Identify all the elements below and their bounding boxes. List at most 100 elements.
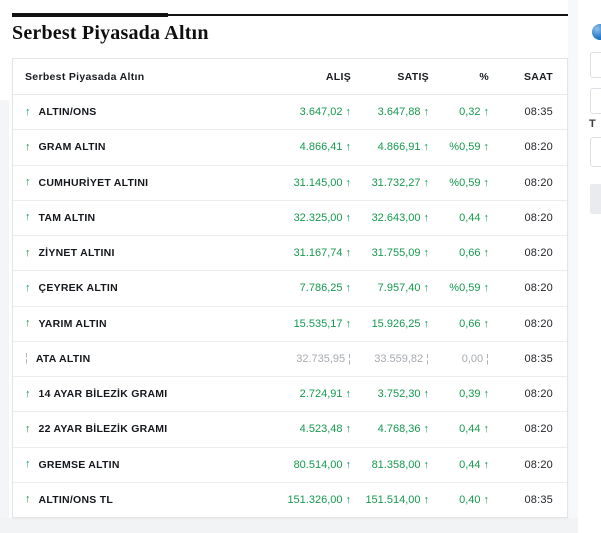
column-header-pct: % — [479, 70, 489, 83]
up-arrow-icon: ↑ — [345, 423, 352, 436]
up-arrow-icon: ↑ — [25, 387, 31, 400]
up-arrow-icon: ↑ — [483, 317, 490, 330]
sell-price-cell: 3.752,30 ↑ — [377, 388, 430, 401]
up-arrow-icon: ↑ — [345, 141, 352, 154]
instrument-name: ALTIN/ONS TL — [38, 493, 114, 506]
time-cell: 08:20 — [524, 388, 553, 401]
table-header-row: Serbest Piyasada Altın ALIŞ SATIŞ % SAAT — [13, 59, 567, 95]
up-arrow-icon: ↑ — [25, 281, 31, 294]
percent-change-cell: 0,39 ↑ — [459, 388, 490, 401]
instrument-name: ÇEYREK ALTIN — [38, 282, 118, 295]
instrument-name-cell: ↑ ZİYNET ALTINI — [25, 247, 251, 259]
percent-change-cell: 0,00 ¦ — [461, 352, 489, 365]
page-bottom-gutter — [0, 518, 578, 533]
table-row[interactable]: ↑ GRAM ALTIN 4.866,41 ↑ 4.866,91 ↑ %0,59 ↑ 08:20 — [13, 130, 567, 166]
time-cell: 08:35 — [524, 352, 553, 365]
gold-prices-table: Serbest Piyasada Altın ALIŞ SATIŞ % SAAT… — [12, 58, 568, 518]
up-arrow-icon: ↑ — [345, 106, 352, 119]
sell-price-cell: 4.866,91 ↑ — [377, 141, 430, 154]
up-arrow-icon: ↑ — [423, 282, 430, 295]
time-cell: 08:20 — [524, 247, 553, 260]
time-cell: 08:20 — [524, 282, 553, 295]
up-arrow-icon: ↑ — [423, 106, 430, 119]
table-row[interactable]: ↑ YARIM ALTIN 15.535,17 ↑ 15.926,25 ↑ 0,66 ↑ 08:… — [13, 307, 567, 342]
table-row[interactable]: ↑ ALTIN/ONS 3.647,02 ↑ 3.647,88 ↑ 0,32 ↑ 08:35 — [13, 95, 567, 131]
side-input-3[interactable] — [590, 137, 601, 167]
table-row[interactable]: ↑ 22 AYAR BİLEZİK GRAMI 4.523,48 ↑ 4.768,36 ↑… — [13, 412, 567, 448]
buy-price-cell: 31.145,00 ↑ — [293, 176, 352, 189]
table-row[interactable]: ↑ ALTIN/ONS TL 151.326,00 ↑ 151.514,00 ↑ 0,40 ↑… — [13, 483, 567, 517]
instrument-name-cell: ↑ GRAM ALTIN — [25, 141, 251, 153]
up-arrow-icon: ↑ — [483, 423, 490, 436]
instrument-name: 14 AYAR BİLEZİK GRAMI — [38, 388, 168, 401]
time-cell: 08:35 — [524, 106, 553, 119]
up-arrow-icon: ↑ — [483, 141, 490, 154]
up-arrow-icon: ↑ — [423, 141, 430, 154]
instrument-name-cell: ↑ GREMSE ALTIN — [25, 459, 251, 471]
instrument-name-cell: ↑ ALTIN/ONS — [25, 106, 251, 118]
column-header-satis: SATIŞ — [397, 70, 429, 83]
sell-price-cell: 81.358,00 ↑ — [371, 458, 429, 471]
table-row[interactable]: ↑ ZİYNET ALTINI 31.167,74 ↑ 31.755,09 ↑ 0,66 ↑ 0… — [13, 236, 567, 272]
up-arrow-icon: ↑ — [345, 317, 352, 330]
up-arrow-icon: ↑ — [25, 458, 31, 471]
up-arrow-icon: ↑ — [25, 140, 31, 153]
side-input-1[interactable] — [590, 52, 601, 78]
up-arrow-icon: ↑ — [483, 176, 490, 189]
flat-indicator-icon: ¦ — [25, 352, 28, 365]
instrument-name: YARIM ALTIN — [38, 317, 107, 330]
sell-price-cell: 32.643,00 ↑ — [371, 211, 429, 224]
instrument-name: ZİYNET ALTINI — [38, 247, 115, 260]
sell-price-cell: 15.926,25 ↑ — [371, 317, 429, 330]
up-arrow-icon: ↑ — [423, 493, 430, 506]
column-header-name: Serbest Piyasada Altın — [25, 70, 145, 83]
instrument-name-cell: ↑ ÇEYREK ALTIN — [25, 282, 251, 294]
side-label-t: T — [589, 118, 596, 130]
up-arrow-icon: ↑ — [345, 458, 352, 471]
table-row[interactable]: ↑ GREMSE ALTIN 80.514,00 ↑ 81.358,00 ↑ 0,44 ↑ 08… — [13, 448, 567, 483]
instrument-name: TAM ALTIN — [38, 211, 96, 224]
up-arrow-icon: ↑ — [25, 317, 31, 330]
up-arrow-icon: ↑ — [483, 388, 490, 401]
percent-change-cell: 0,32 ↑ — [459, 106, 489, 119]
up-arrow-icon: ↑ — [345, 388, 352, 401]
buy-price-cell: 15.535,17 ↑ — [293, 317, 352, 330]
buy-price-cell: 4.866,41 ↑ — [299, 141, 352, 154]
up-arrow-icon: ↑ — [25, 422, 31, 435]
up-arrow-icon: ↑ — [483, 247, 490, 260]
tab-divider-line — [168, 14, 568, 16]
instrument-name: CUMHURİYET ALTINI — [38, 176, 149, 189]
page-title: Serbest Piyasada Altın — [12, 22, 209, 44]
percent-change-cell: 0,44 ↑ — [459, 458, 489, 471]
up-arrow-icon: ↑ — [423, 423, 430, 436]
buy-price-cell: 32.325,00 ↑ — [293, 211, 352, 224]
sell-price-cell: 3.647,88 ↑ — [377, 106, 430, 119]
percent-change-cell: %0,59 ↑ — [449, 282, 489, 295]
up-arrow-icon: ↑ — [423, 176, 430, 189]
table-row[interactable]: ¦ ATA ALTIN 32.735,95 ¦ 33.559,82 ¦ 0,00 ¦ 08:35 — [13, 342, 567, 377]
buy-price-cell: 151.326,00 ↑ — [287, 493, 351, 506]
instrument-name: 22 AYAR BİLEZİK GRAMI — [38, 423, 168, 436]
up-arrow-icon: ↑ — [25, 246, 31, 259]
buy-price-cell: 2.724,91 ↑ — [299, 388, 352, 401]
sell-price-cell: 31.755,09 ↑ — [371, 247, 430, 260]
up-arrow-icon: ↑ — [345, 176, 352, 189]
up-arrow-icon: ↑ — [25, 493, 31, 506]
buy-price-cell: 80.514,00 ↑ — [293, 458, 352, 471]
buy-price-cell: 32.735,95 ¦ — [296, 352, 351, 365]
side-button-gray[interactable] — [590, 184, 601, 214]
up-arrow-icon: ↑ — [423, 247, 430, 260]
instrument-name-cell: ↑ YARIM ALTIN — [25, 318, 251, 330]
column-header-saat: SAAT — [523, 70, 553, 83]
radio-button-blue[interactable] — [592, 24, 601, 40]
table-row[interactable]: ↑ TAM ALTIN 32.325,00 ↑ 32.643,00 ↑ 0,44 ↑ 08:20 — [13, 201, 567, 236]
up-arrow-icon: ↑ — [345, 247, 352, 260]
up-arrow-icon: ↑ — [423, 388, 430, 401]
table-row[interactable]: ↑ ÇEYREK ALTIN 7.786,25 ↑ 7.957,40 ↑ %0,59 ↑ 08:… — [13, 271, 567, 307]
up-arrow-icon: ↑ — [345, 211, 352, 224]
table-row[interactable]: ↑ CUMHURİYET ALTINI 31.145,00 ↑ 31.732,27 ↑ %0… — [13, 166, 567, 201]
column-header-alis: ALIŞ — [325, 70, 351, 83]
table-row[interactable]: ↑ 14 AYAR BİLEZİK GRAMI 2.724,91 ↑ 3.752,30 ↑… — [13, 377, 567, 413]
side-input-2[interactable] — [590, 88, 601, 114]
instrument-name: GRAM ALTIN — [38, 141, 106, 154]
